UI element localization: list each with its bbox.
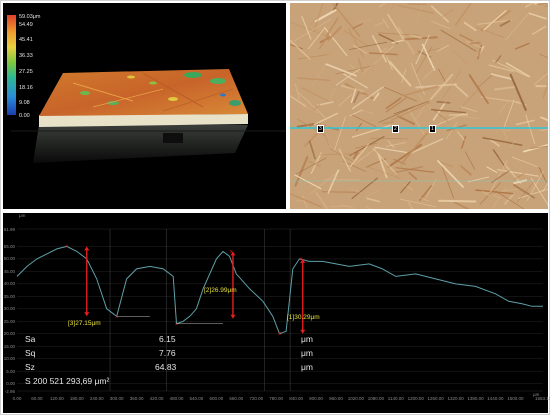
stat-sa-unit: μm (301, 334, 313, 344)
y-tick-label: 5.00 (6, 368, 15, 374)
x-tick-label: 1500.00 (507, 396, 524, 401)
y-tick-label: 10.00 (3, 356, 15, 362)
x-tick-label: 660.00 (229, 396, 244, 401)
x-tick-label: 720.00 (249, 396, 264, 401)
scale-label-max: 59.03μm (19, 14, 41, 20)
x-tick-label: 780.00 (269, 396, 284, 401)
x-tick-label: 1440.00 (487, 396, 504, 401)
height-color-scale (7, 15, 16, 115)
x-tick-label: 120.00 (49, 396, 64, 401)
y-tick-label: 30.00 (3, 306, 15, 312)
x-tick-label: 1380.00 (467, 396, 484, 401)
stat-sz-value: 64.83 (155, 362, 177, 372)
profile-chart: × × × × × × (16, 228, 543, 392)
x-axis-unit: μm (533, 392, 540, 397)
measure-point-marker: × (278, 332, 282, 338)
profile-chart-panel[interactable]: × × × × × × 61.99 55.00 50.00 45.00 40.00 35.00 30.… (3, 213, 550, 413)
y-tick-label: 15.00 (3, 343, 15, 349)
x-tick-label: 240.00 (89, 396, 104, 401)
scale-label: 9.08 (19, 100, 30, 106)
scale-label: 45.41 (19, 37, 33, 43)
x-tick-label: 900.00 (309, 396, 323, 401)
y-tick-label: 20.00 (3, 331, 15, 337)
x-tick-label: 1080.00 (367, 396, 384, 401)
x-tick-label: 540.00 (189, 396, 204, 401)
profile-marker-3[interactable]: 3 (317, 125, 324, 133)
x-tick-label: 1140.00 (387, 396, 404, 401)
stat-sq-value: 7.76 (159, 348, 176, 358)
annotation-2: [2]26.99μm (204, 287, 237, 294)
x-tick-label: 480.00 (169, 396, 184, 401)
stat-sq-name: Sq (25, 348, 36, 358)
scale-label: 54.49 (19, 22, 33, 28)
y-tick-label: 45.00 (3, 268, 15, 274)
x-tick-label: 1020.00 (347, 396, 365, 401)
measure-point-marker: × (299, 257, 303, 263)
x-tick-label: 600.00 (209, 396, 224, 401)
y-tick-label: -2.95 (4, 388, 15, 394)
annotation-3: [3]27.15μm (68, 320, 101, 327)
measure-point-marker: × (115, 314, 119, 320)
profile-marker-2[interactable]: 2 (392, 125, 399, 133)
x-tick-label: 420.00 (149, 396, 164, 401)
measure-point-marker: × (65, 244, 69, 250)
x-tick-label: 1320.00 (447, 396, 464, 401)
y-tick-label: 40.00 (3, 281, 15, 287)
scale-label-min: 0.00 (19, 113, 30, 119)
y-tick-label: 55.00 (3, 243, 15, 249)
optical-image (290, 3, 548, 209)
scale-label: 27.25 (19, 69, 33, 75)
x-tick-label: 1200.00 (407, 396, 424, 401)
stat-sz-name: Sz (25, 362, 35, 372)
stat-sz-unit: μm (301, 362, 313, 372)
measure-point-marker: × (230, 249, 234, 255)
x-tick-label: 360.00 (129, 396, 144, 401)
x-tick-label: 60.00 (31, 396, 43, 401)
x-tick-label: 0.00 (12, 396, 22, 401)
stat-sa-name: Sa (25, 334, 36, 344)
profile-marker-1[interactable]: 1 (429, 125, 436, 133)
surface-3d-view[interactable]: 59.03μm 54.49 45.41 36.33 27.25 18.16 9.… (3, 3, 286, 209)
y-axis-unit: μm (19, 213, 26, 218)
measure-point-marker: × (175, 322, 179, 328)
scale-label: 36.33 (19, 53, 33, 59)
y-tick-label: 25.00 (3, 318, 15, 324)
surface-3d-render (11, 69, 286, 163)
x-tick-label: 1260.00 (427, 396, 444, 401)
stat-sq-unit: μm (301, 348, 313, 358)
annotation-1: [1]30.29μm (287, 314, 320, 321)
optical-image-view[interactable]: 3 2 1 (290, 3, 548, 209)
x-tick-label: 300.00 (109, 396, 124, 401)
x-tick-label: 960.00 (329, 396, 343, 401)
y-tick-label: 50.00 (3, 256, 15, 262)
x-tick-label: 1583.11 (535, 396, 550, 401)
stat-sa-value: 6.15 (159, 334, 176, 344)
x-tick-label: 180.00 (69, 396, 84, 401)
y-tick-label: 61.99 (3, 226, 15, 232)
y-tick-label: 35.00 (3, 293, 15, 299)
x-tick-label: 840.00 (289, 396, 303, 401)
scale-label: 18.16 (19, 85, 33, 91)
y-tick-label: 0.00 (6, 381, 15, 387)
surface-area-readout: S 200 521 293,69 μm² (25, 376, 110, 386)
